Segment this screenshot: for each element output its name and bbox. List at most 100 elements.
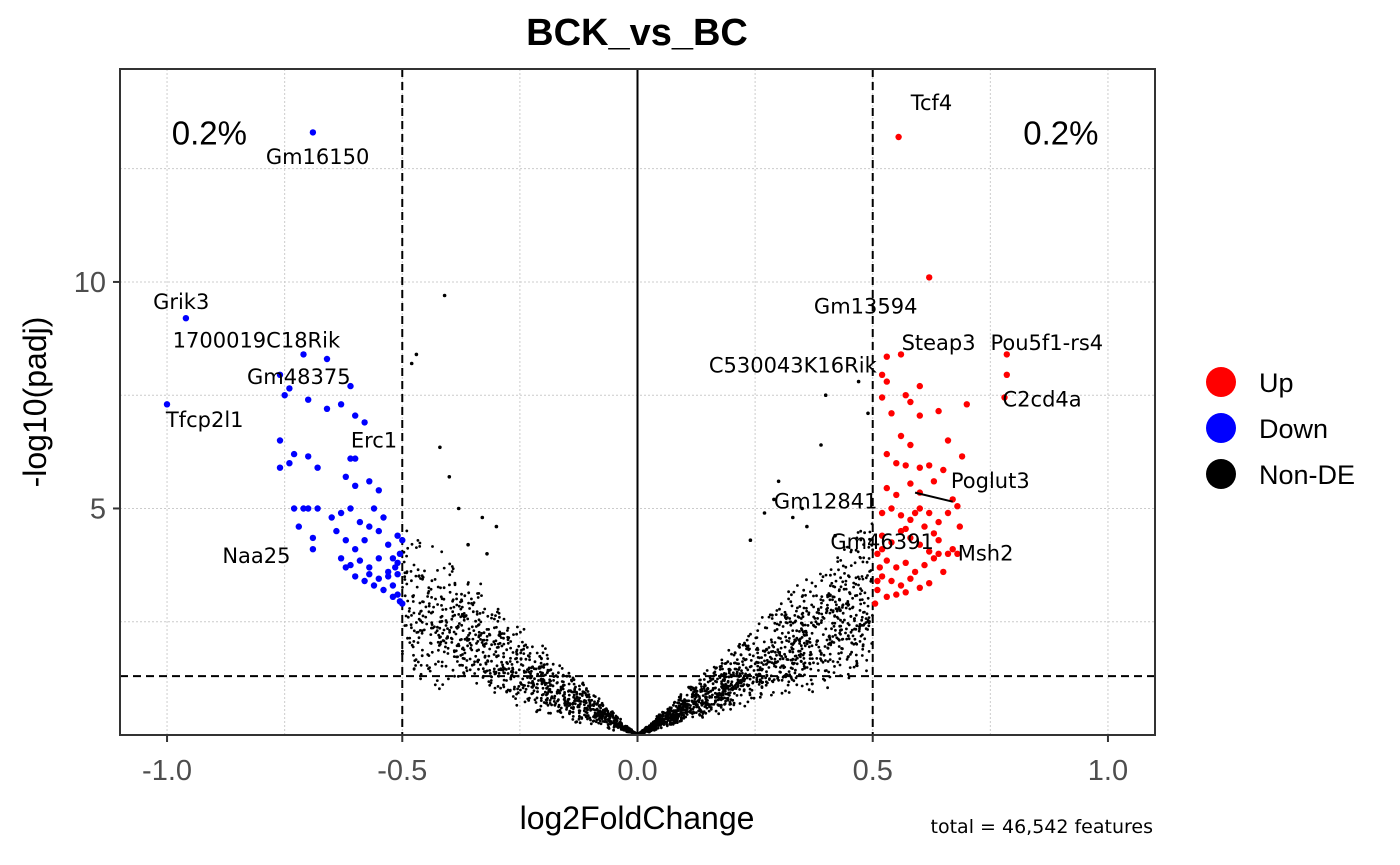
point-nonde-bg: [603, 708, 607, 711]
point-down-23: [352, 482, 359, 489]
point-nonde-bg: [404, 614, 408, 618]
point-nonde-bg: [597, 717, 601, 721]
point-nonde-bg: [798, 673, 801, 676]
point-nonde-bg: [800, 636, 804, 639]
point-nonde-bg: [707, 709, 711, 713]
point-nonde-bg: [795, 683, 799, 687]
point-nonde-bg: [860, 589, 864, 592]
point-nonde-bg: [595, 708, 599, 712]
point-nonde-bg: [410, 542, 414, 546]
point-nonde-bg: [501, 665, 505, 669]
point-nonde-bg: [410, 579, 413, 583]
point-nonde-bg: [851, 634, 855, 638]
point-nonde-bg: [843, 572, 846, 575]
point-nonde-bg: [744, 658, 748, 661]
point-nonde-bg: [407, 609, 411, 613]
point-up-58: [930, 555, 938, 562]
point-nonde-bg: [513, 685, 516, 689]
point-nonde-bg: [447, 677, 450, 681]
point-nonde-bg: [798, 605, 802, 608]
point-nonde-bg: [826, 595, 829, 599]
point-nonde-bg: [619, 717, 622, 721]
point-nonde-bg: [693, 694, 697, 698]
point-nonde-bg: [742, 674, 746, 678]
point-nonde-bg: [732, 685, 735, 689]
point-nonde-bg: [753, 662, 757, 666]
point-nonde-bg: [741, 660, 744, 663]
gene-label-tfcp2l1: Tfcp2l1: [165, 408, 244, 432]
point-nonde-bg: [485, 638, 489, 642]
point-nonde-bg: [427, 586, 431, 590]
point-nonde-bg: [805, 606, 808, 610]
point-nonde-bg: [458, 622, 461, 625]
point-nonde-bg: [679, 716, 683, 720]
point-nonde-bg: [748, 653, 752, 656]
point-nonde-bg: [702, 687, 706, 690]
point-nonde-bg: [467, 601, 470, 605]
point-nonde-bg: [845, 658, 849, 661]
point-up-21: [893, 460, 900, 467]
point-nonde-bg: [452, 605, 456, 609]
point-nonde-bg: [506, 635, 510, 639]
point-nonde-bg: [747, 648, 750, 652]
point-nonde-bg: [581, 692, 584, 696]
point-down-68: [392, 564, 399, 571]
point-nonde-bg: [858, 625, 862, 629]
point-nonde-bg: [451, 599, 454, 603]
point-nonde-bg: [502, 683, 505, 687]
point-nonde-bg: [497, 674, 501, 678]
point-nonde-bg: [848, 591, 851, 594]
point-nonde-bg: [451, 567, 455, 571]
point-nonde-bg: [541, 644, 544, 648]
point-down-34: [337, 509, 345, 517]
point-nonde-bg: [469, 646, 473, 650]
point-nonde-bg: [542, 693, 545, 696]
point-nonde-bg: [409, 623, 413, 627]
point-up-35: [888, 505, 895, 512]
point-nonde-bg: [788, 673, 791, 676]
point-nonde-bg: [552, 679, 555, 682]
point-nonde-bg: [498, 615, 501, 619]
point-nonde-bg: [692, 705, 696, 709]
label-leaders: [914, 491, 953, 503]
point-up-1: [926, 274, 933, 281]
point-down-25: [375, 487, 382, 494]
point-nonde-bg: [589, 704, 592, 707]
point-nonde-bg: [833, 621, 837, 625]
point-nonde-bg: [475, 610, 479, 613]
point-nonde-bg: [469, 643, 473, 647]
point-nonde-bg: [509, 640, 513, 643]
point-up-33: [930, 478, 938, 485]
point-nonde-bg: [772, 678, 776, 681]
point-nonde-bg: [405, 571, 409, 575]
point-up-67: [874, 586, 881, 594]
point-nonde-bg: [866, 604, 870, 608]
point-down-65: [375, 575, 382, 582]
point-nonde-bg: [763, 653, 767, 657]
point-nonde-bg: [810, 657, 814, 660]
point-nonde-bg: [711, 682, 715, 686]
point-nonde-bg: [588, 695, 591, 699]
point-down-3: [323, 355, 331, 363]
point-nonde-bg: [729, 698, 733, 701]
point-nonde-bg: [711, 686, 715, 690]
point-nonde-bg: [522, 652, 526, 655]
point-nonde-bg: [787, 670, 791, 673]
point-nonde-bg: [772, 691, 775, 694]
point-nonde-bg: [477, 592, 481, 595]
point-nonde-bg: [530, 681, 533, 685]
point-up-2: [1003, 351, 1010, 358]
point-down-4: [276, 371, 284, 378]
point-nonde-bg: [467, 627, 471, 631]
point-nonde-bg: [828, 652, 832, 656]
point-nonde-bg: [860, 575, 864, 578]
point-nonde-bg: [665, 722, 668, 726]
point-nonde-bg: [775, 609, 779, 612]
point-nonde-bg: [465, 659, 469, 662]
point-nonde-bg: [690, 695, 694, 699]
point-up-15: [916, 412, 923, 419]
x-tick-label-0: -1.0: [142, 755, 192, 787]
point-nonde-bg: [463, 594, 467, 598]
point-nonde-bg: [483, 655, 487, 659]
point-down-61: [389, 593, 397, 600]
